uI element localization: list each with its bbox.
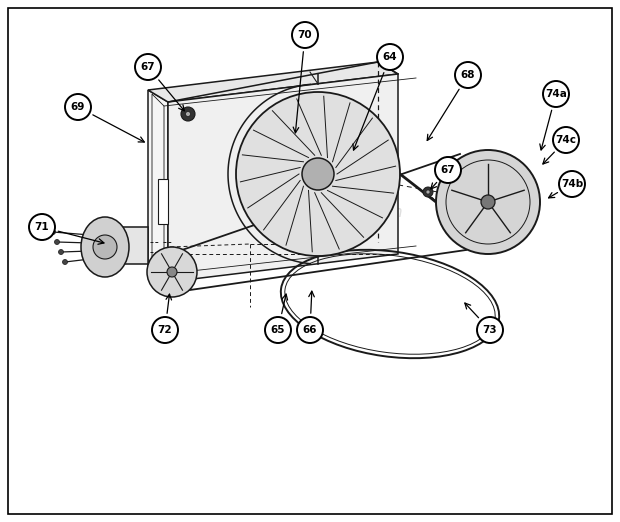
Circle shape — [423, 187, 433, 197]
Circle shape — [29, 214, 55, 240]
Text: 73: 73 — [483, 325, 497, 335]
Polygon shape — [148, 62, 398, 102]
Circle shape — [55, 240, 60, 244]
Circle shape — [559, 171, 585, 197]
Text: eReplacementParts.com: eReplacementParts.com — [216, 205, 404, 219]
Text: 66: 66 — [303, 325, 317, 335]
Circle shape — [265, 317, 291, 343]
Circle shape — [553, 127, 579, 153]
Text: 74c: 74c — [556, 135, 577, 145]
Circle shape — [152, 317, 178, 343]
Text: 74a: 74a — [545, 89, 567, 99]
Circle shape — [185, 112, 190, 116]
Polygon shape — [168, 74, 398, 282]
Ellipse shape — [81, 217, 129, 277]
Bar — [108, 227, 148, 264]
Circle shape — [435, 157, 461, 183]
Circle shape — [58, 250, 63, 255]
Circle shape — [292, 22, 318, 48]
Circle shape — [236, 92, 400, 256]
Text: 69: 69 — [71, 102, 85, 112]
Circle shape — [436, 150, 540, 254]
Circle shape — [147, 247, 197, 297]
Text: 74b: 74b — [561, 179, 583, 189]
Text: 64: 64 — [383, 52, 397, 62]
Circle shape — [455, 62, 481, 88]
Bar — [158, 179, 168, 224]
Circle shape — [93, 235, 117, 259]
Text: 70: 70 — [298, 30, 312, 40]
Circle shape — [426, 190, 430, 194]
Circle shape — [302, 158, 334, 190]
Text: 67: 67 — [441, 165, 455, 175]
Circle shape — [50, 230, 56, 234]
Text: 68: 68 — [461, 70, 476, 80]
Circle shape — [167, 267, 177, 277]
Circle shape — [181, 107, 195, 121]
Circle shape — [543, 81, 569, 107]
Text: 71: 71 — [35, 222, 50, 232]
Polygon shape — [148, 90, 168, 282]
Circle shape — [65, 94, 91, 120]
Circle shape — [135, 54, 161, 80]
Text: 65: 65 — [271, 325, 285, 335]
Circle shape — [377, 44, 403, 70]
Circle shape — [477, 317, 503, 343]
Text: 67: 67 — [141, 62, 156, 72]
Circle shape — [63, 259, 68, 265]
Circle shape — [297, 317, 323, 343]
Circle shape — [481, 195, 495, 209]
Text: 72: 72 — [157, 325, 172, 335]
